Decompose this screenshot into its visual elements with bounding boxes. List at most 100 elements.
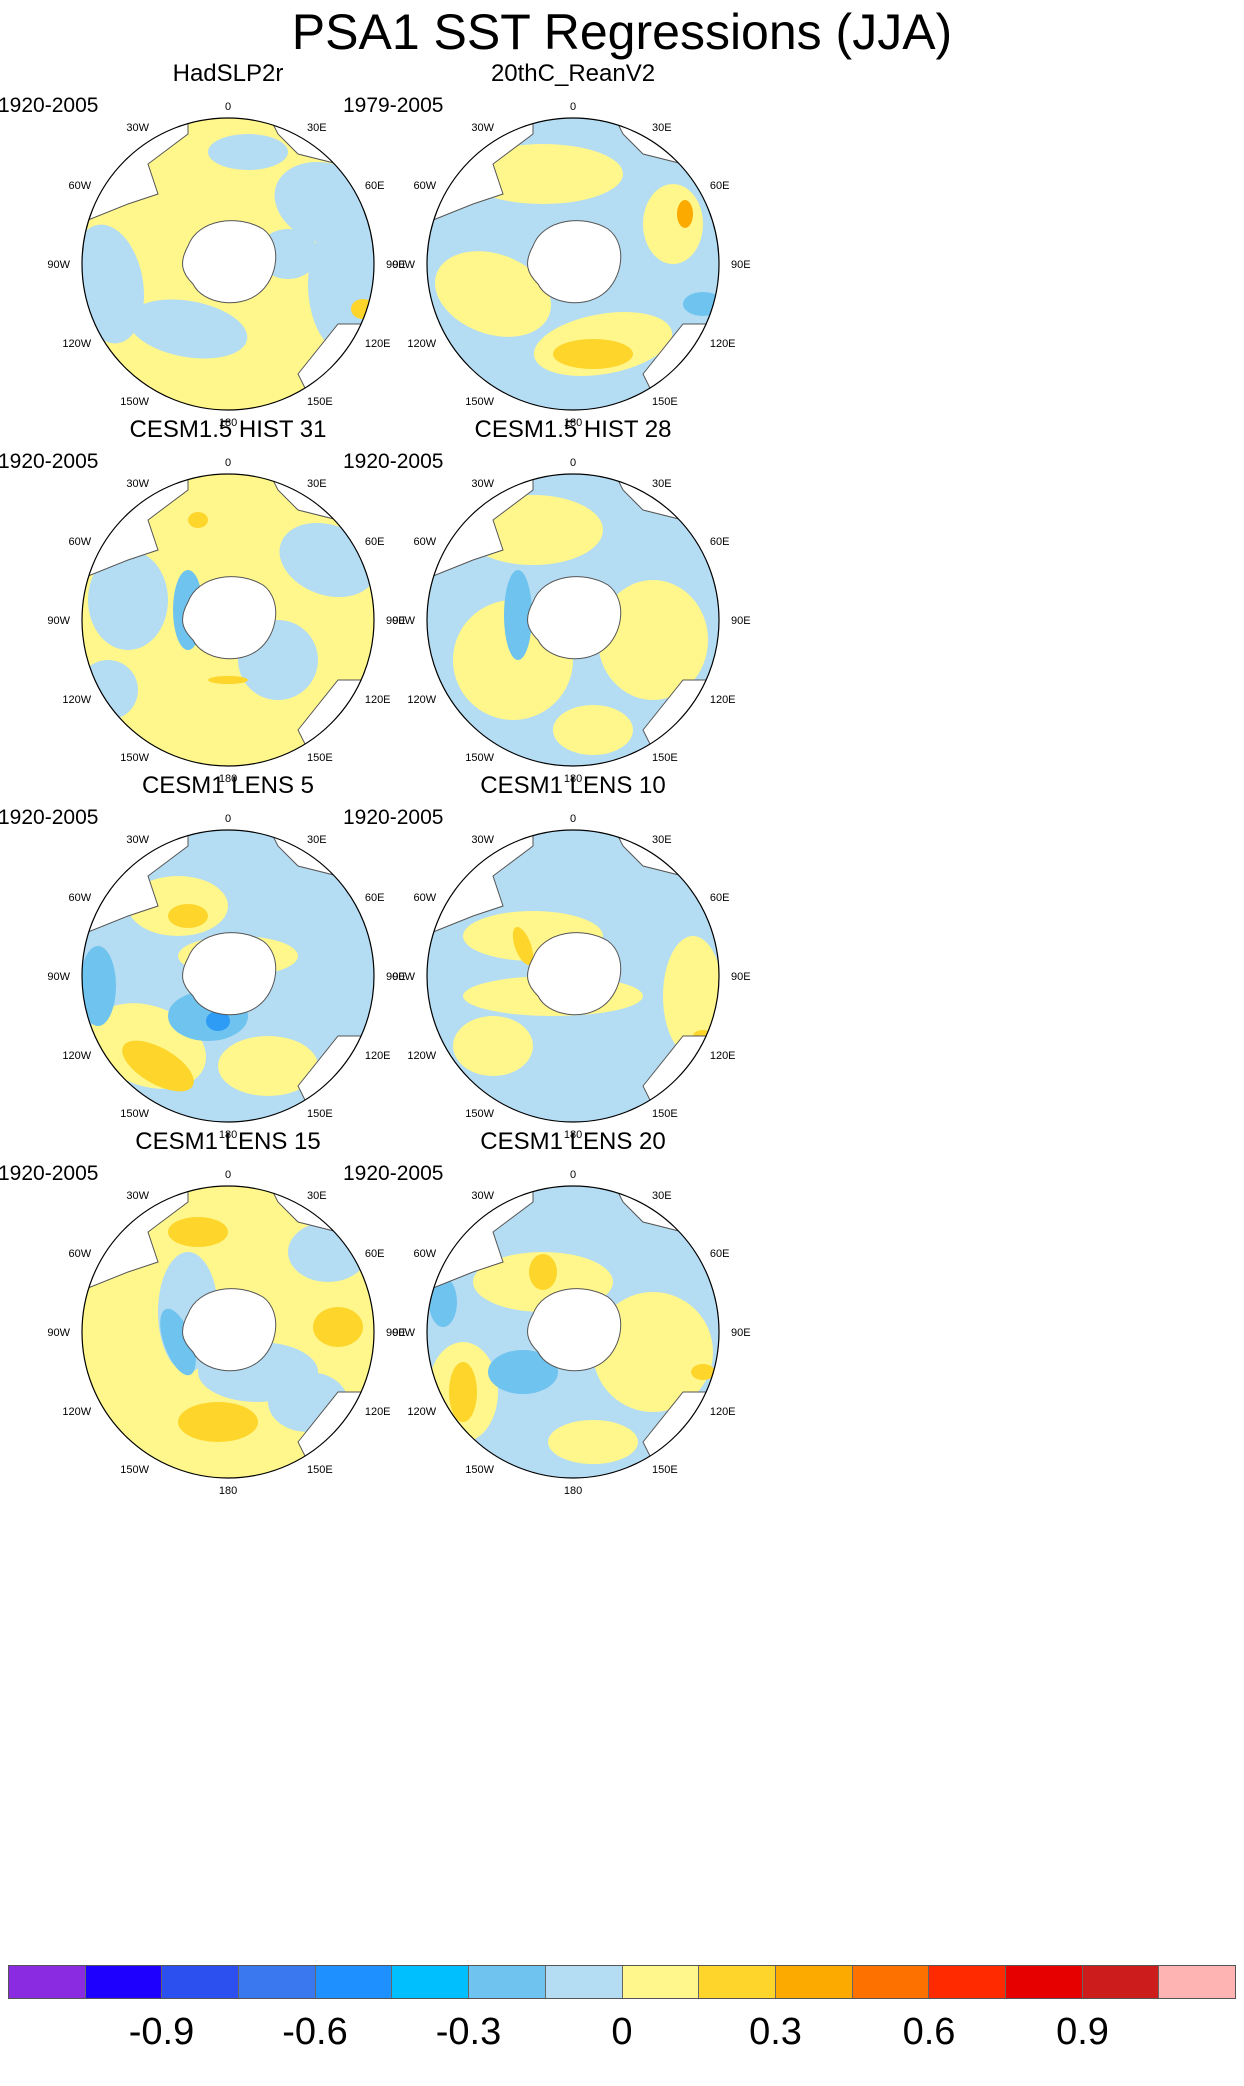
sst-anomaly-region bbox=[643, 184, 703, 264]
polar-map: 0 30E 60E 90E 120E 150E 180 150W 120W 90W 60W 30W bbox=[47, 813, 405, 1141]
sst-anomaly-region bbox=[529, 1254, 557, 1290]
longitude-label: 60W bbox=[69, 180, 92, 192]
longitude-label: 180 bbox=[564, 773, 582, 785]
longitude-label: 120E bbox=[710, 1406, 736, 1418]
longitude-label: 150E bbox=[307, 396, 333, 408]
longitude-label: 150W bbox=[465, 1108, 494, 1120]
sst-anomaly-region bbox=[449, 1362, 477, 1422]
colorbar-swatch bbox=[545, 1966, 623, 1998]
longitude-label: 120W bbox=[62, 338, 91, 350]
sst-anomaly-region bbox=[88, 550, 168, 650]
antarctica-landmass bbox=[527, 932, 622, 1016]
longitude-label: 120W bbox=[62, 1406, 91, 1418]
longitude-label: 120E bbox=[710, 338, 736, 350]
sst-anomaly-region bbox=[208, 134, 288, 170]
map-panel: CESM1.5 HIST 31 1920-2005 0 30E 60E 90E 120E 15… bbox=[0, 416, 458, 886]
sst-anomaly-region bbox=[512, 927, 534, 965]
longitude-label: 180 bbox=[564, 1129, 582, 1141]
colorbar-swatch bbox=[239, 1966, 316, 1998]
longitude-label: 180 bbox=[219, 1485, 237, 1497]
map-boundary bbox=[426, 829, 720, 1123]
longitude-label: 60W bbox=[69, 892, 92, 904]
longitude-label: 30E bbox=[652, 478, 672, 490]
sst-anomaly-region bbox=[429, 1277, 457, 1327]
sst-anomaly-region bbox=[548, 1420, 638, 1464]
longitude-label: 180 bbox=[219, 1129, 237, 1141]
longitude-label: 90W bbox=[47, 259, 70, 271]
longitude-label: 90W bbox=[47, 615, 70, 627]
antarctica-landmass bbox=[182, 220, 277, 304]
longitude-label: 0 bbox=[225, 813, 231, 825]
sst-anomaly-region bbox=[453, 1016, 533, 1076]
sst-anomaly-region bbox=[188, 512, 208, 528]
figure-title: PSA1 SST Regressions (JJA) bbox=[291, 4, 953, 60]
longitude-label: 30W bbox=[126, 122, 149, 134]
map-panel: HadSLP2r 1920-2005 0 30E 60E 90E 120E 150E 180 15… bbox=[0, 60, 458, 530]
longitude-label: 30E bbox=[307, 478, 327, 490]
antarctica-landmass bbox=[182, 932, 277, 1016]
colorbar-swatch bbox=[699, 1966, 776, 1998]
longitude-label: 120E bbox=[365, 1050, 391, 1062]
colorbar-tick-label: -0.9 bbox=[128, 2011, 195, 2053]
sst-anomaly-region bbox=[553, 339, 633, 369]
longitude-label: 150E bbox=[652, 396, 678, 408]
longitude-label: 60E bbox=[710, 1248, 730, 1260]
longitude-label: 30E bbox=[307, 122, 327, 134]
longitude-label: 90W bbox=[392, 971, 415, 983]
sst-anomaly-region bbox=[313, 1307, 363, 1347]
longitude-label: 150W bbox=[120, 752, 149, 764]
longitude-label: 90W bbox=[392, 1327, 415, 1339]
map-boundary bbox=[81, 1185, 375, 1479]
longitude-label: 150E bbox=[307, 1464, 333, 1476]
colorbar-swatch bbox=[929, 1966, 1006, 1998]
longitude-label: 30W bbox=[471, 834, 494, 846]
colorbar-swatch bbox=[1082, 1966, 1160, 1998]
map-panel: CESM1.5 HIST 28 1920-2005 0 30E 60E 90E 120E 15… bbox=[343, 416, 803, 886]
panel-title: HadSLP2r bbox=[172, 60, 284, 87]
longitude-label: 30E bbox=[307, 834, 327, 846]
longitude-label: 60E bbox=[365, 536, 385, 548]
longitude-label: 60W bbox=[414, 536, 437, 548]
longitude-label: 30W bbox=[126, 1190, 149, 1202]
panel-title: CESM1 LENS 20 bbox=[480, 1128, 666, 1155]
sst-anomaly-region bbox=[178, 1402, 258, 1442]
longitude-label: 120W bbox=[62, 1050, 91, 1062]
colorbar-tick-label: -0.6 bbox=[282, 2011, 348, 2053]
map-panel: CESM1 LENS 10 1920-2005 0 30E 60E 90E 120E 150E… bbox=[343, 772, 803, 1242]
panel-title: CESM1 LENS 5 bbox=[141, 772, 315, 799]
polar-map: 0 30E 60E 90E 120E 150E 180 150W 120W 90W 60W 30W bbox=[392, 457, 750, 785]
longitude-label: 90W bbox=[392, 615, 415, 627]
map-boundary bbox=[426, 1185, 720, 1479]
longitude-label: 60W bbox=[69, 536, 92, 548]
longitude-label: 60E bbox=[365, 892, 385, 904]
panel-title: CESM1 LENS 15 bbox=[135, 1128, 321, 1155]
sst-anomaly-region bbox=[168, 1217, 228, 1247]
longitude-label: 60E bbox=[710, 180, 730, 192]
longitude-label: 150W bbox=[120, 396, 149, 408]
longitude-label: 0 bbox=[570, 101, 576, 113]
sst-anomaly-region bbox=[434, 251, 552, 337]
sst-anomaly-region bbox=[128, 299, 248, 359]
longitude-label: 90E bbox=[731, 259, 751, 271]
colorbar-swatch bbox=[1159, 1966, 1235, 1998]
sst-anomaly-region bbox=[160, 1308, 196, 1376]
longitude-label: 150E bbox=[307, 1108, 333, 1120]
longitude-label: 120E bbox=[710, 1050, 736, 1062]
longitude-label: 90E bbox=[386, 259, 406, 271]
longitude-label: 150E bbox=[652, 752, 678, 764]
sst-anomaly-region bbox=[206, 1011, 230, 1031]
sst-anomaly-region bbox=[663, 936, 719, 1056]
longitude-label: 60W bbox=[69, 1248, 92, 1260]
antarctica-landmass bbox=[527, 1288, 622, 1372]
map-panel: CESM1 LENS 20 1920-2005 0 30E 60E 90E 120E 150E… bbox=[343, 1128, 803, 1598]
longitude-label: 150W bbox=[465, 1464, 494, 1476]
panel-period: 1920-2005 bbox=[0, 806, 99, 829]
panel-title: 20thC_ReanV2 bbox=[490, 60, 656, 87]
panel-period: 1920-2005 bbox=[343, 450, 444, 473]
colorbar-tick-label: 0.9 bbox=[1056, 2011, 1109, 2053]
colorbar-swatch bbox=[622, 1966, 700, 1998]
sst-anomaly-region bbox=[683, 292, 719, 316]
sst-anomaly-region bbox=[218, 1036, 318, 1096]
antarctica-landmass bbox=[527, 576, 622, 660]
map-panel: CESM1 LENS 5 1920-2005 0 30E 60E 90E 120E 150E 1… bbox=[0, 772, 458, 1242]
